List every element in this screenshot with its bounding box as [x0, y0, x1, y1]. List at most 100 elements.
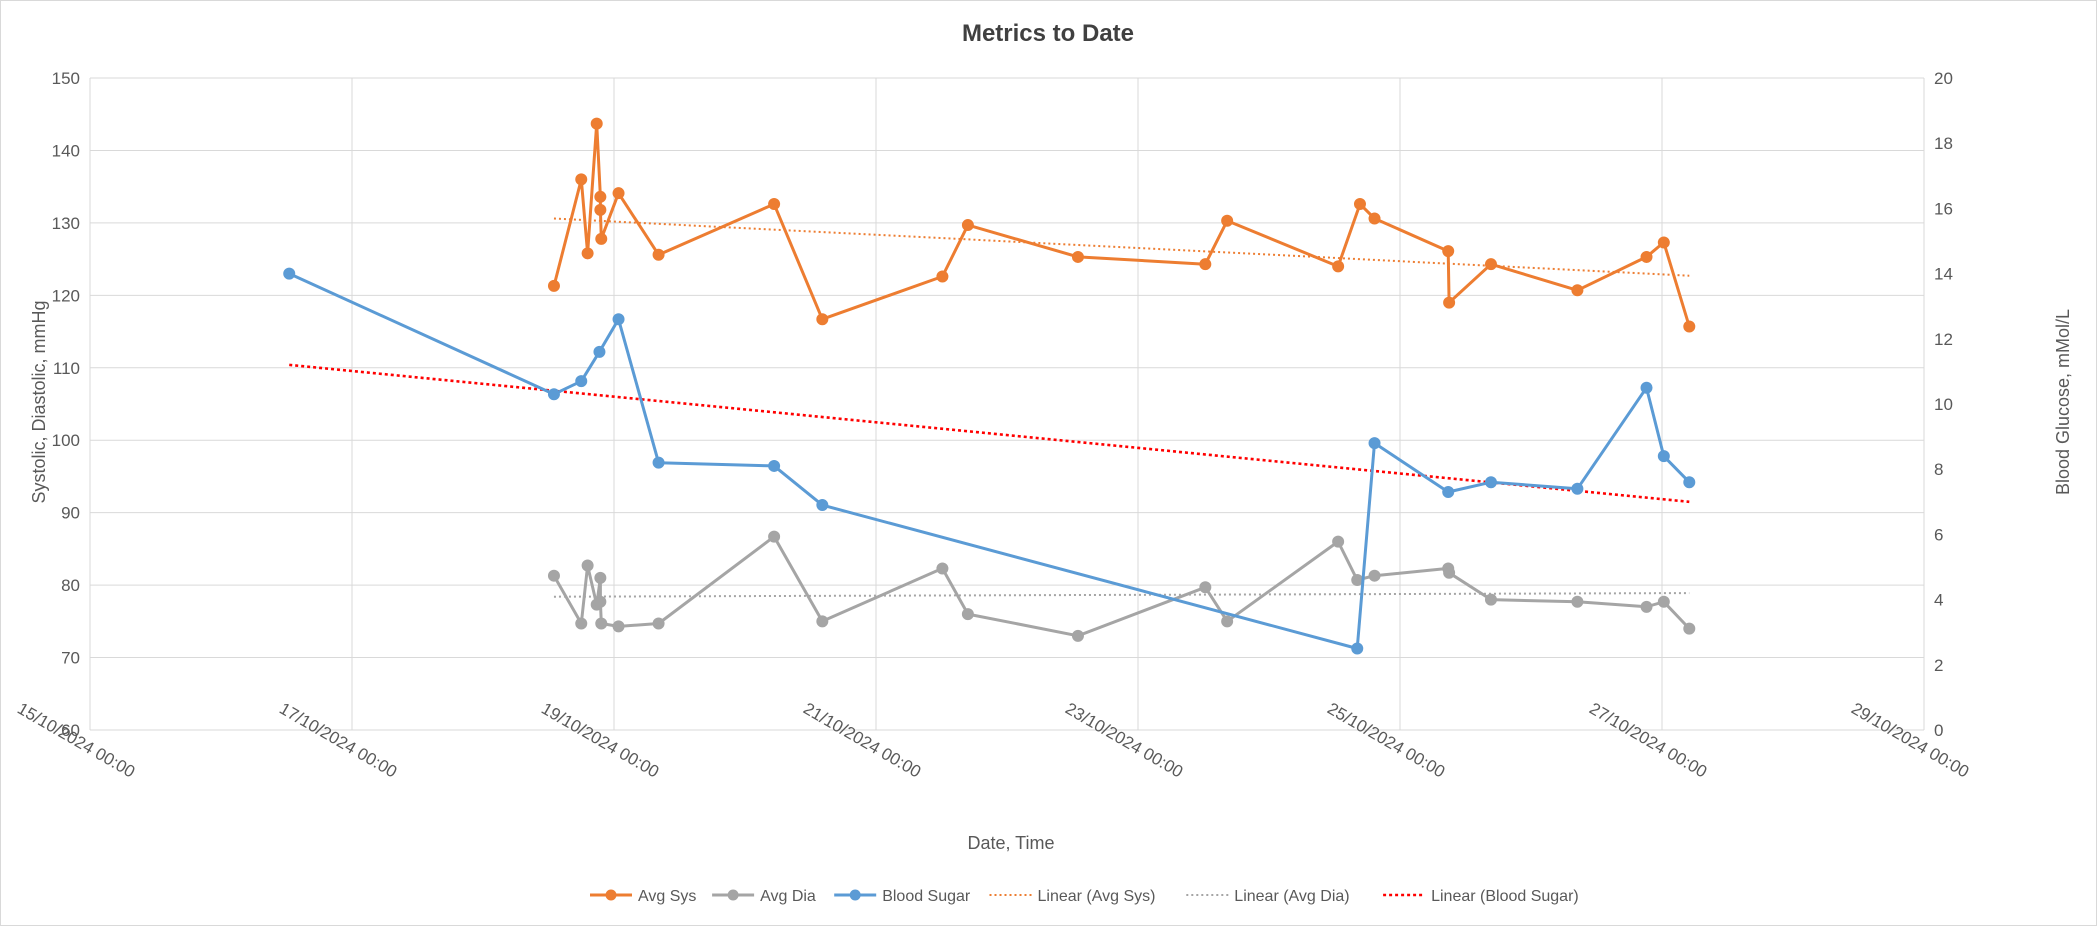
point-blood-sugar — [1442, 486, 1455, 499]
point-avg-dia — [612, 620, 625, 633]
point-avg-dia — [547, 569, 560, 582]
legend-label-avg-sys: Avg Sys — [638, 888, 696, 905]
series-layer — [283, 117, 1696, 655]
point-avg-dia — [1199, 581, 1212, 594]
point-avg-sys — [1657, 236, 1670, 249]
point-avg-dia — [581, 559, 594, 572]
point-avg-sys — [590, 117, 603, 130]
legend-marker-avg-sys — [605, 889, 617, 901]
point-blood-sugar — [547, 388, 560, 401]
point-avg-sys — [1442, 245, 1455, 258]
point-avg-sys — [1332, 260, 1345, 273]
y-left-tick-label: 140 — [52, 141, 80, 160]
y-right-tick-label: 18 — [1934, 134, 1953, 153]
trendline-linear-blood-sugar — [289, 363, 1690, 504]
y-left-tick-label: 60 — [61, 721, 80, 740]
legend-label-linear-avg-dia: Linear (Avg Dia) — [1234, 888, 1349, 905]
point-avg-dia — [575, 617, 588, 630]
point-avg-dia — [1571, 595, 1584, 608]
point-avg-dia — [1683, 622, 1696, 635]
point-avg-dia — [816, 615, 829, 628]
point-blood-sugar — [652, 456, 665, 469]
point-avg-dia — [936, 562, 949, 575]
point-blood-sugar — [283, 267, 296, 280]
point-avg-sys — [595, 232, 608, 245]
point-blood-sugar — [593, 345, 606, 358]
y-left-tick-label: 90 — [61, 504, 80, 523]
point-blood-sugar — [575, 375, 588, 388]
point-avg-dia — [594, 571, 607, 584]
point-avg-dia — [652, 617, 665, 630]
y-axis-left-label: Systolic, Diastolic, mmHg — [29, 300, 49, 503]
point-avg-dia — [1368, 569, 1381, 582]
point-avg-dia — [1071, 629, 1084, 642]
point-avg-sys — [594, 203, 607, 216]
trendline-linear-avg-dia — [553, 592, 1690, 598]
point-blood-sugar — [612, 313, 625, 326]
y-right-tick-label: 12 — [1934, 330, 1953, 349]
point-avg-sys — [1221, 214, 1234, 227]
point-avg-dia — [1221, 615, 1234, 628]
legend-label-blood-sugar: Blood Sugar — [882, 888, 971, 905]
y-left-tick-label: 130 — [52, 214, 80, 233]
y-left-tick-label: 150 — [52, 69, 80, 88]
point-avg-sys — [1683, 320, 1696, 333]
y-right-tick-label: 6 — [1934, 525, 1943, 544]
point-avg-sys — [547, 279, 560, 292]
point-avg-sys — [1353, 198, 1366, 211]
y-axis-right-label: Blood Glucose, mMol/L — [2053, 309, 2073, 495]
point-avg-sys — [936, 270, 949, 283]
y-left-tick-label: 80 — [61, 576, 80, 595]
point-avg-dia — [1351, 574, 1364, 587]
point-avg-sys — [1368, 212, 1381, 225]
point-avg-sys — [612, 187, 625, 200]
legend-marker-avg-dia — [727, 889, 739, 901]
y-left-tick-label: 100 — [52, 431, 80, 450]
point-avg-sys — [1484, 258, 1497, 271]
point-avg-sys — [1443, 296, 1456, 309]
point-avg-dia — [1484, 593, 1497, 606]
y-right-tick-label: 4 — [1934, 591, 1943, 610]
y-right-tick-label: 8 — [1934, 460, 1943, 479]
point-avg-dia — [1332, 535, 1345, 548]
point-avg-sys — [652, 248, 665, 261]
y-right-tick-label: 14 — [1934, 265, 1953, 284]
y-right-tick-label: 16 — [1934, 199, 1953, 218]
point-avg-dia — [1443, 566, 1456, 579]
x-axis-label: Date, Time — [967, 833, 1054, 853]
point-avg-dia — [1640, 600, 1653, 613]
y-right-tick-label: 0 — [1934, 721, 1943, 740]
trendline-layer — [289, 217, 1690, 598]
point-avg-sys — [1640, 250, 1653, 263]
point-avg-sys — [594, 190, 607, 203]
y-left-tick-label: 70 — [61, 649, 80, 668]
point-blood-sugar — [1657, 450, 1670, 463]
legend-label-avg-dia: Avg Dia — [760, 888, 816, 905]
y-left-tick-label: 110 — [53, 359, 80, 378]
point-avg-dia — [1657, 595, 1670, 608]
point-avg-dia — [768, 530, 781, 543]
point-blood-sugar — [1683, 476, 1696, 489]
point-blood-sugar — [1368, 437, 1381, 450]
point-blood-sugar — [768, 459, 781, 472]
point-avg-sys — [581, 247, 594, 260]
point-avg-sys — [1199, 258, 1212, 271]
chart-title: Metrics to Date — [962, 20, 1134, 47]
legend: Avg Sys Avg Dia Blood Sugar Linear (Avg Sys… — [590, 888, 1579, 905]
y-right-tick-label: 2 — [1934, 656, 1943, 675]
point-avg-sys — [768, 198, 781, 211]
series-line-blood-sugar — [288, 272, 1691, 650]
legend-label-linear-blood-sugar: Linear (Blood Sugar) — [1431, 888, 1579, 905]
legend-label-linear-avg-sys: Linear (Avg Sys) — [1038, 888, 1156, 905]
point-blood-sugar — [1351, 642, 1364, 655]
legend-marker-blood-sugar — [849, 889, 861, 901]
y-right-tick-label: 20 — [1934, 69, 1953, 88]
y-right-tick-label: 10 — [1934, 395, 1953, 414]
grid-layer — [89, 77, 1925, 731]
point-avg-dia — [595, 617, 608, 630]
point-avg-sys — [961, 219, 974, 232]
point-avg-sys — [1071, 250, 1084, 263]
